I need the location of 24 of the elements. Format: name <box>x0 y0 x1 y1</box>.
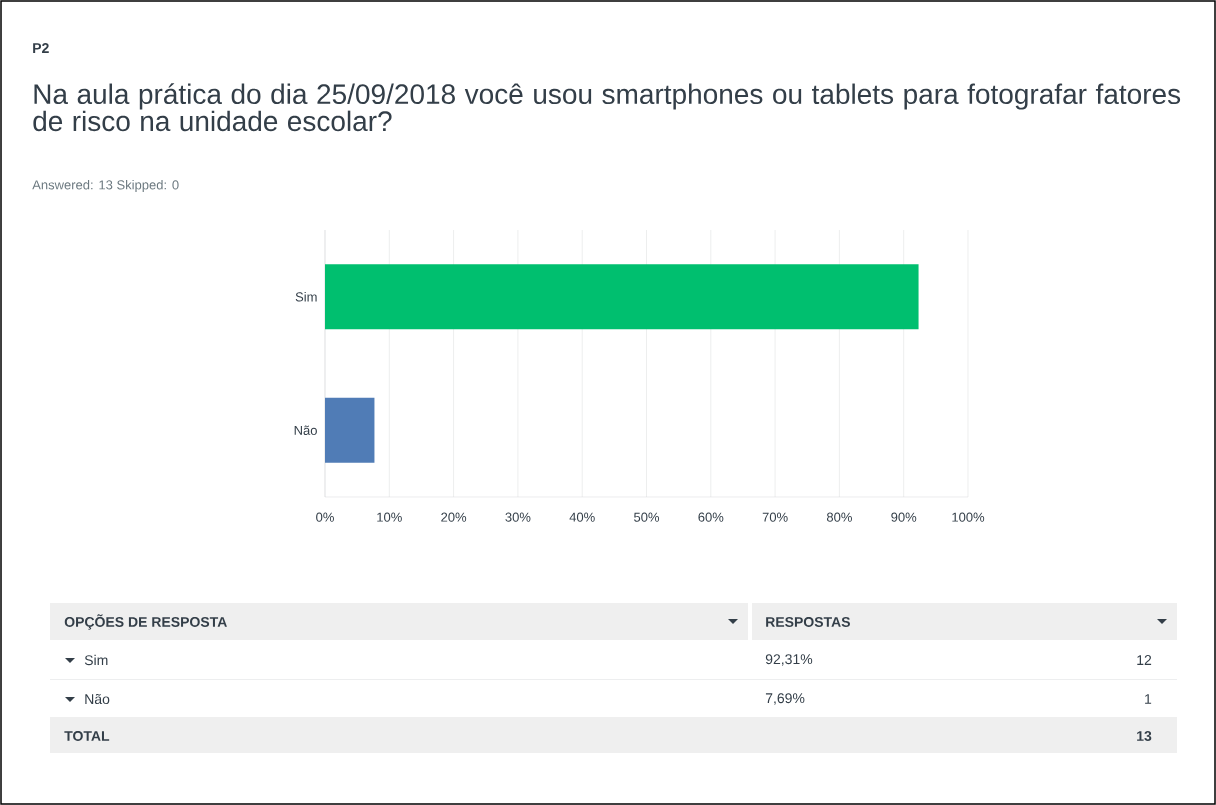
text: OPÇÕES DE RESPOSTA <box>64 614 227 630</box>
category-label: Sim <box>84 654 108 666</box>
text: 92,31% <box>765 654 813 666</box>
x-tick-label: 30% <box>505 512 531 522</box>
text: 1 <box>1145 694 1152 704</box>
text: RESPOSTAS <box>766 617 850 627</box>
text: 12 <box>1137 655 1152 665</box>
x-tick-label: 80% <box>826 512 852 522</box>
x-tick-label: 0% <box>316 512 334 522</box>
text: 7,69% <box>765 693 805 705</box>
x-tick-label: 60% <box>698 512 724 522</box>
text: 13 <box>1137 731 1152 741</box>
x-tick-label: 40% <box>569 512 595 522</box>
x-tick-label: 10% <box>377 512 402 522</box>
x-tick-label: 50% <box>634 512 660 522</box>
x-tick-label: 70% <box>762 512 788 522</box>
chart-title: Na aula prática do dia 25/09/2018 você usou smartphones ou tablets para fotografar fatores de risco na unidade escolar? <box>33 83 1181 132</box>
text: P2 <box>33 43 49 53</box>
category-label: Não <box>85 693 110 705</box>
text: TOTAL <box>64 731 110 741</box>
text: Answered: 13 Skipped: 0 <box>32 179 179 193</box>
x-tick-label: 90% <box>891 512 917 522</box>
x-tick-label: 100% <box>952 512 985 522</box>
x-tick-label: 20% <box>441 512 467 522</box>
